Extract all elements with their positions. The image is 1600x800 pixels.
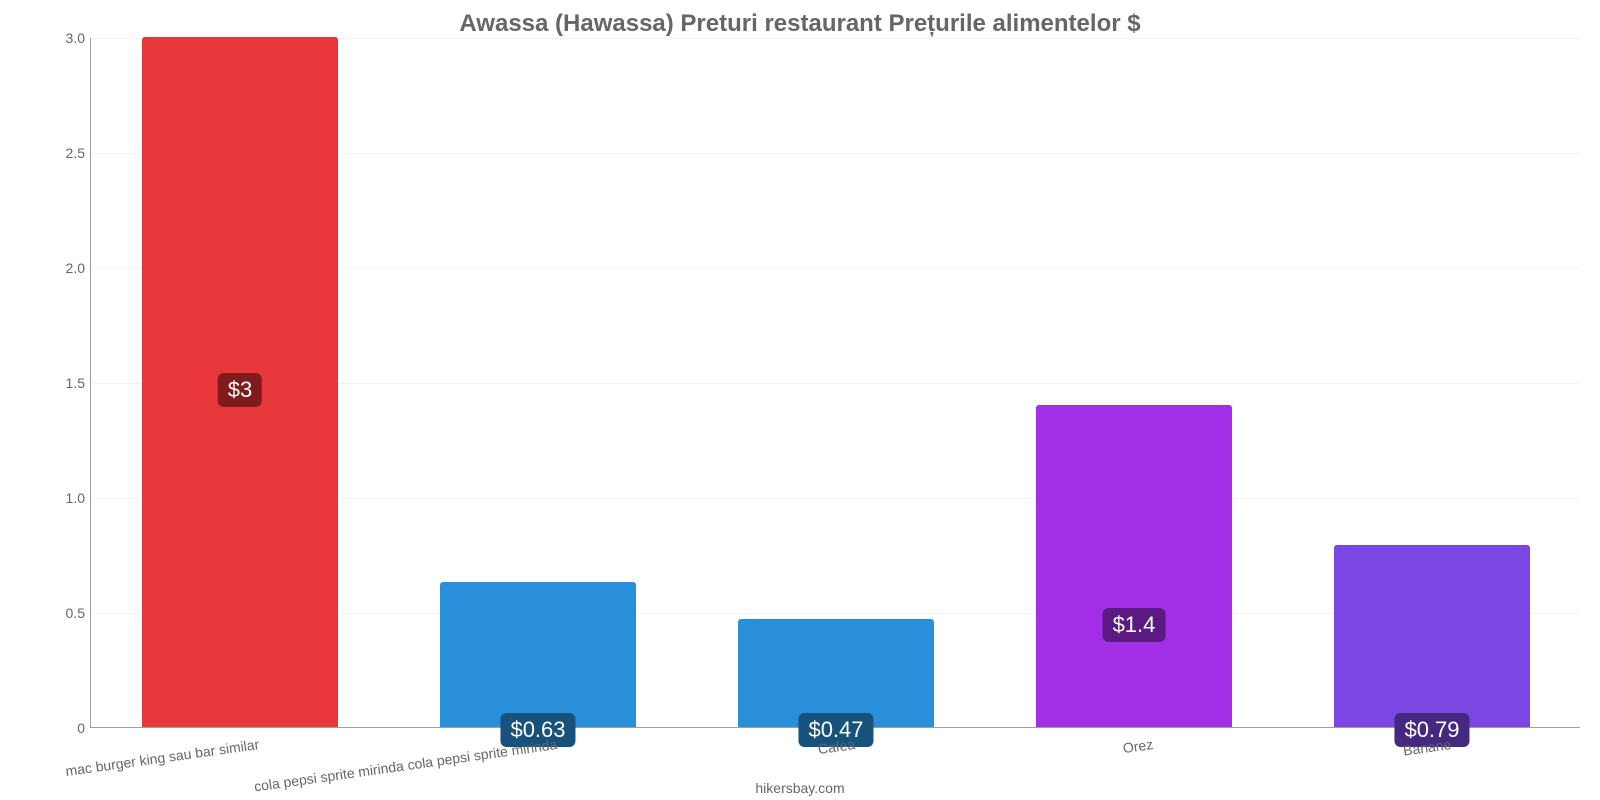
bar: $0.63 — [440, 582, 637, 727]
ytick-label: 1.5 — [15, 375, 85, 391]
chart-container: Awassa (Hawassa) Preturi restaurant Preț… — [0, 0, 1600, 800]
ytick-label: 2.5 — [15, 145, 85, 161]
chart-footer: hikersbay.com — [755, 780, 844, 796]
ytick-label: 2.0 — [15, 260, 85, 276]
xtick-label: mac burger king sau bar similar — [0, 736, 260, 796]
bar-value-label: $1.4 — [1103, 608, 1166, 642]
xtick-label: Orez — [835, 736, 1154, 796]
ytick-label: 3.0 — [15, 30, 85, 46]
ytick-label: 1.0 — [15, 490, 85, 506]
bar: $3 — [142, 37, 339, 727]
ytick-label: 0 — [15, 720, 85, 736]
plot-area: $3 $0.63 $0.47 $1.4 $0.79 — [90, 38, 1580, 728]
ytick-label: 0.5 — [15, 605, 85, 621]
bar: $0.79 — [1334, 545, 1531, 727]
xtick-label: Banane — [1133, 736, 1452, 796]
chart-title: Awassa (Hawassa) Preturi restaurant Preț… — [0, 0, 1600, 38]
bars-layer: $3 $0.63 $0.47 $1.4 $0.79 — [91, 38, 1580, 727]
bar-value-label: $3 — [218, 373, 262, 407]
bar: $0.47 — [738, 619, 935, 727]
xtick-label: cola pepsi sprite mirinda cola pepsi spr… — [239, 736, 558, 796]
bar: $1.4 — [1036, 405, 1233, 727]
